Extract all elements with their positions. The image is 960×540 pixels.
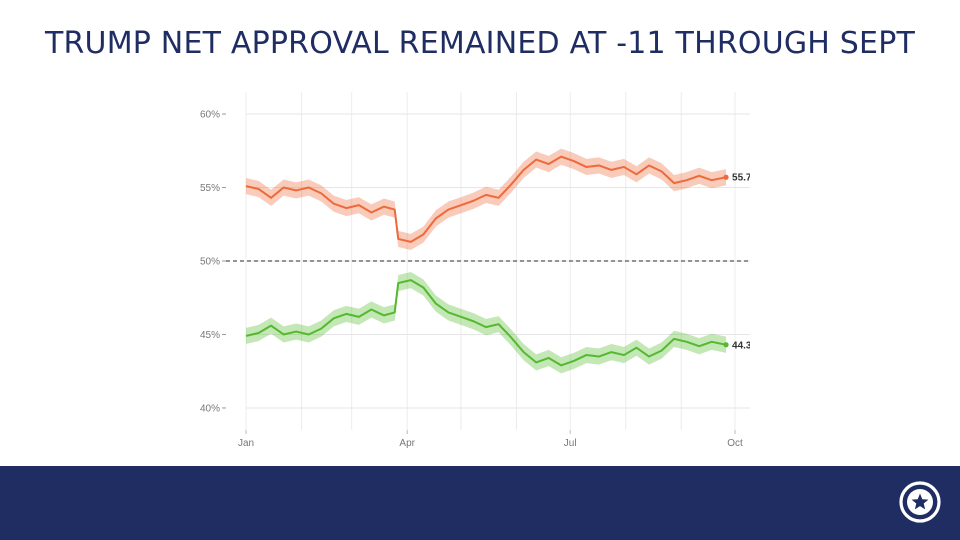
footer-bar (0, 466, 960, 540)
x-tick-label: Jan (238, 438, 254, 449)
slide-title: TRUMP NET APPROVAL REMAINED AT -11 THROU… (44, 26, 916, 61)
disapprove-line (245, 155, 727, 243)
approve-end-point (723, 342, 729, 348)
approve-line (245, 279, 727, 367)
disapprove-end-label: 55.7% (732, 173, 760, 184)
disapprove-end-point (723, 174, 729, 180)
x-tick-label: Oct (727, 438, 743, 449)
x-tick-label: Jul (564, 438, 577, 449)
approve-uncertainty-band (246, 272, 727, 374)
approval-chart: 40% 45% 50% 55% 60% Jan Apr Jul Oct 55.7% 44.3% (190, 92, 760, 452)
y-tick-label: 60% (200, 110, 220, 121)
y-tick-label: 45% (200, 330, 220, 341)
disapprove-uncertainty-band (246, 148, 727, 250)
approval-chart-svg: 40% 45% 50% 55% 60% Jan Apr Jul Oct 55.7% 44.3% (200, 92, 760, 449)
x-tick-label: Apr (399, 438, 415, 449)
y-tick-label: 40% (200, 403, 220, 414)
y-tick-label: 50% (200, 257, 220, 268)
star-circle-icon (899, 481, 941, 523)
approve-end-label: 44.3% (732, 340, 760, 351)
y-tick-label: 55% (200, 183, 220, 194)
